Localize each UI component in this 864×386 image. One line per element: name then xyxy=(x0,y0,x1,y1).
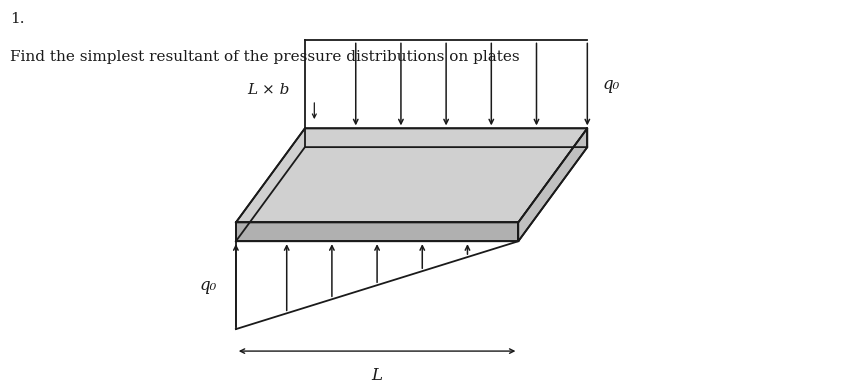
Polygon shape xyxy=(236,128,588,222)
Polygon shape xyxy=(518,128,588,241)
Text: 1.: 1. xyxy=(10,12,25,25)
Polygon shape xyxy=(236,222,518,241)
Text: q₀: q₀ xyxy=(603,76,620,93)
Text: q₀: q₀ xyxy=(200,277,217,294)
Text: Find the simplest resultant of the pressure distributions on plates: Find the simplest resultant of the press… xyxy=(10,50,520,64)
Text: L: L xyxy=(372,367,383,384)
Text: L × b: L × b xyxy=(247,83,289,97)
